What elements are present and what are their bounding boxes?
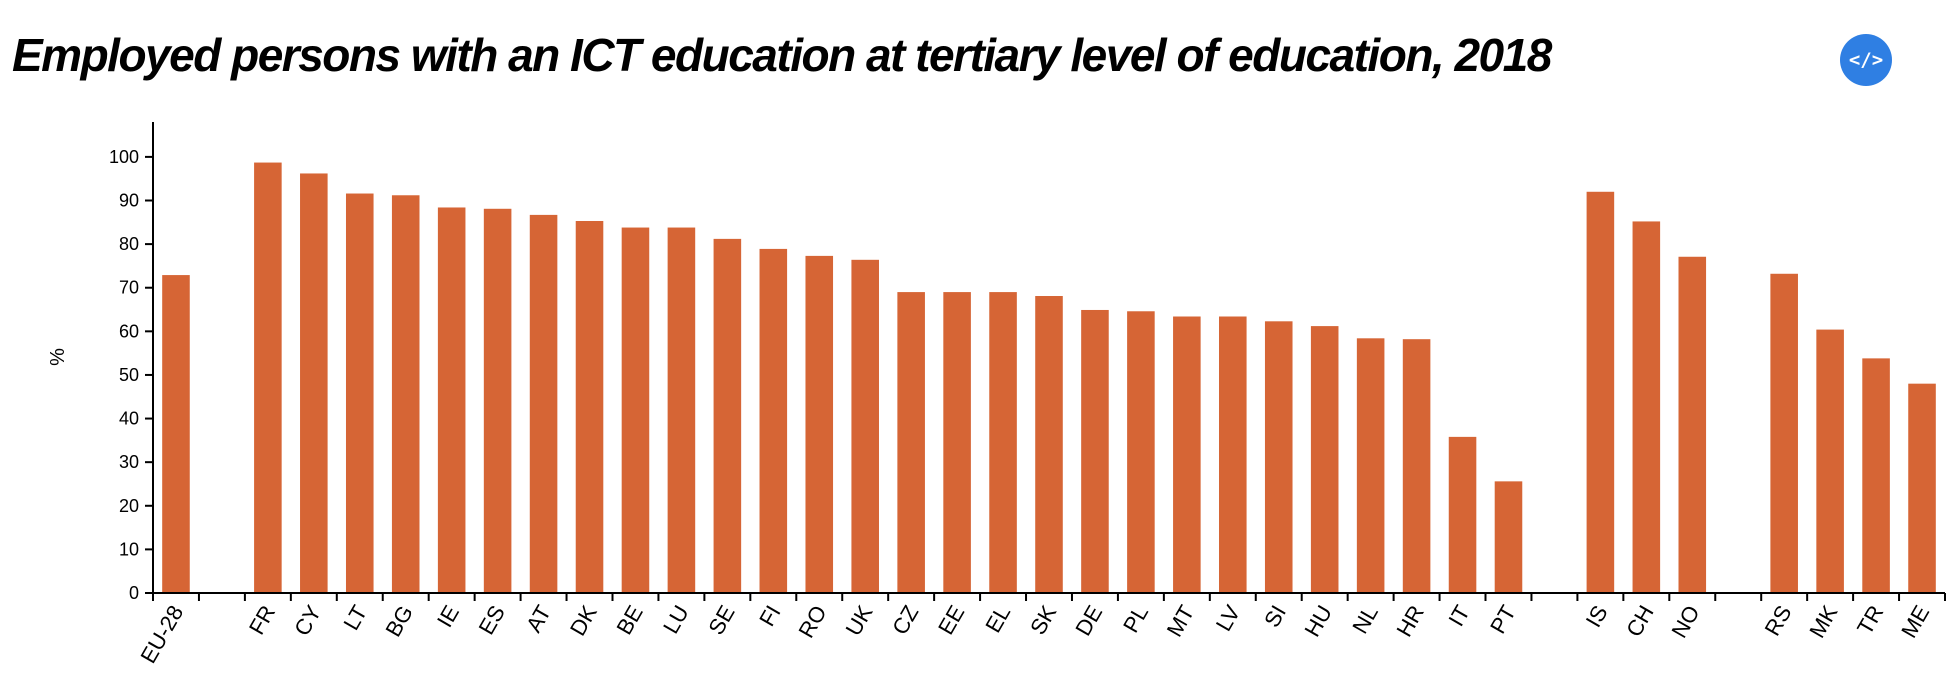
bar-eu-28[interactable] xyxy=(162,275,190,593)
x-tick-label: MK xyxy=(1804,601,1842,642)
bar-mk[interactable] xyxy=(1816,329,1844,593)
x-tick-label: RS xyxy=(1760,601,1797,640)
x-tick-label: ME xyxy=(1896,601,1934,642)
x-tick-label: MT xyxy=(1162,601,1200,641)
x-tick-label: CY xyxy=(289,601,326,640)
bar-ee[interactable] xyxy=(943,292,971,593)
x-tick-label: NL xyxy=(1347,601,1383,638)
bar-it[interactable] xyxy=(1448,436,1477,593)
y-axis: 0 10 20 30 40 50 60 70 80 90 100 xyxy=(109,122,154,603)
x-tick-label: IT xyxy=(1443,601,1474,630)
bar-dk[interactable] xyxy=(575,220,604,593)
x-tick-label: EE xyxy=(933,601,969,639)
x-tick-label: TR xyxy=(1852,601,1888,639)
x-tick-label: HU xyxy=(1299,601,1337,641)
bar-tr[interactable] xyxy=(1862,358,1890,593)
x-tick-label: HR xyxy=(1391,601,1429,641)
bar-no[interactable] xyxy=(1678,256,1707,593)
x-tick-label: AT xyxy=(521,601,556,636)
code-icon: </> xyxy=(1848,49,1884,71)
x-tick-label: DK xyxy=(565,601,602,640)
y-tick-label: 50 xyxy=(119,365,139,385)
y-tick-label: 100 xyxy=(109,147,139,167)
bar-lt[interactable] xyxy=(345,193,374,593)
bar-cz[interactable] xyxy=(897,292,925,593)
x-tick-label: LV xyxy=(1211,601,1245,636)
y-axis-label: % xyxy=(47,348,69,366)
bar-hr[interactable] xyxy=(1402,339,1431,593)
x-tick-label: LT xyxy=(338,601,372,634)
bar-mt[interactable] xyxy=(1173,316,1201,593)
x-axis: EU-28 FR CY LT BG IE ES AT DK BE LU SE FI RO UK CZ EE EL S… xyxy=(135,592,1946,668)
x-tick-label: BG xyxy=(380,601,418,641)
x-tick-label: EU-28 xyxy=(135,601,188,668)
bar-fr[interactable] xyxy=(254,162,282,593)
bar-cy[interactable] xyxy=(300,173,328,593)
y-tick-label: 30 xyxy=(119,452,139,472)
x-tick-label: IS xyxy=(1581,601,1613,632)
x-tick-label: EL xyxy=(980,601,1015,637)
bar-ie[interactable] xyxy=(437,207,466,593)
y-tick-label: 0 xyxy=(129,583,139,603)
x-tick-label: SE xyxy=(703,601,739,639)
bar-fi[interactable] xyxy=(759,248,788,594)
bar-at[interactable] xyxy=(529,214,558,593)
bar-pt[interactable] xyxy=(1494,481,1523,593)
bar-be[interactable] xyxy=(621,227,650,594)
bar-bg[interactable] xyxy=(391,195,420,593)
embed-code-button[interactable]: </> xyxy=(1840,34,1892,86)
x-tick-label: SK xyxy=(1025,601,1061,639)
y-tick-label: 90 xyxy=(119,191,139,211)
bar-ch[interactable] xyxy=(1632,221,1661,593)
bar-de[interactable] xyxy=(1081,309,1109,593)
x-tick-label: BE xyxy=(611,601,647,639)
x-tick-label: CZ xyxy=(887,601,923,639)
y-tick-label: 60 xyxy=(119,321,139,341)
x-tick-label: NO xyxy=(1666,601,1704,642)
bar-el[interactable] xyxy=(989,292,1017,593)
bar-nl[interactable] xyxy=(1356,338,1385,593)
y-tick-label: 20 xyxy=(119,496,139,516)
y-tick-label: 80 xyxy=(119,234,139,254)
x-tick-label: SI xyxy=(1259,601,1291,632)
bar-sk[interactable] xyxy=(1035,296,1063,593)
bar-me[interactable] xyxy=(1908,383,1936,593)
bar-hu[interactable] xyxy=(1310,326,1339,593)
x-tick-label: UK xyxy=(841,601,878,640)
chart-title: Employed persons with an ICT education a… xyxy=(12,29,1552,81)
x-tick-label: IE xyxy=(432,601,464,632)
bar-se[interactable] xyxy=(713,238,742,593)
bar-lv[interactable] xyxy=(1219,316,1247,593)
bar-lu[interactable] xyxy=(667,227,696,594)
x-tick-label: FR xyxy=(244,601,280,639)
y-tick-label: 10 xyxy=(119,539,139,559)
y-tick-label: 70 xyxy=(119,278,139,298)
x-tick-label: RO xyxy=(793,601,831,642)
bar-pl[interactable] xyxy=(1127,311,1155,593)
x-tick-label: CH xyxy=(1621,601,1659,641)
bar-ro[interactable] xyxy=(805,255,834,593)
x-tick-label: DE xyxy=(1070,601,1107,640)
bar-rs[interactable] xyxy=(1770,273,1798,593)
x-tick-label: LU xyxy=(658,601,694,638)
x-tick-label: PL xyxy=(1118,601,1153,637)
bar-is[interactable] xyxy=(1586,191,1615,593)
y-tick-label: 40 xyxy=(119,409,139,429)
bar-uk[interactable] xyxy=(851,259,879,593)
x-tick-label: PT xyxy=(1485,601,1521,638)
bar-si[interactable] xyxy=(1264,321,1293,593)
bars-group xyxy=(162,162,1936,594)
bar-es[interactable] xyxy=(483,208,512,593)
x-tick-label: ES xyxy=(474,601,510,639)
x-tick-label: FI xyxy=(754,601,785,630)
